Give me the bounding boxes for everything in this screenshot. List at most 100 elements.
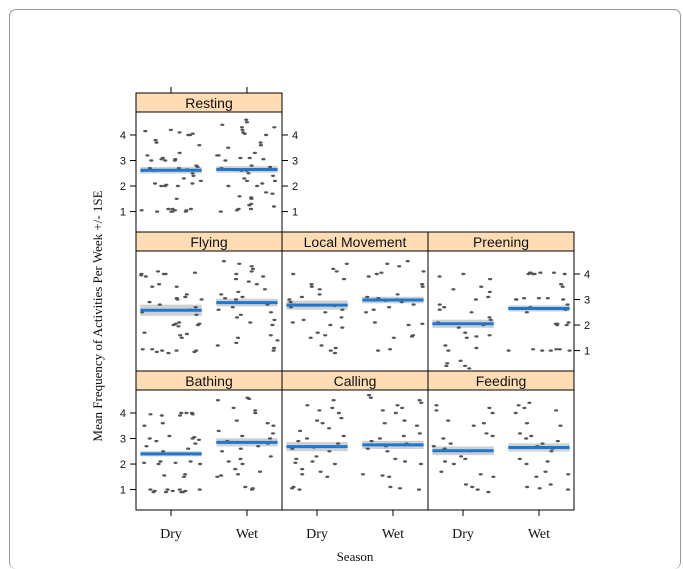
point-resting-wet [258,144,263,147]
point-bathing-wet [256,445,261,448]
point-resting-dry [163,159,168,162]
point-calling-dry [320,422,325,425]
point-bathing-dry [170,489,175,493]
y-tick-label: 2 [292,181,298,193]
point-bathing-dry [154,439,159,443]
point-flying-wet [235,336,241,339]
point-local-movement-dry [319,344,324,347]
x-axis-title: Season [337,549,374,563]
point-bathing-dry [147,437,152,440]
point-flying-dry [174,349,179,352]
point-flying-wet [270,323,275,327]
point-preening-wet [531,348,536,351]
point-calling-dry [318,470,323,473]
point-preening-wet [557,348,562,351]
point-flying-dry [139,272,144,276]
point-bathing-dry [158,460,163,463]
point-local-movement-wet [420,285,425,288]
point-resting-wet [258,141,263,144]
point-preening-dry [461,272,466,276]
point-calling-wet [401,434,406,438]
y-tick-label: 1 [292,207,298,219]
point-calling-dry [298,429,303,433]
point-feeding-wet [537,487,542,490]
point-preening-dry [467,367,472,370]
y-tick-label: 4 [584,269,590,281]
point-bathing-dry [188,460,193,463]
point-flying-dry [194,313,199,316]
point-preening-dry [473,298,478,301]
point-calling-dry [330,406,335,410]
point-local-movement-dry [323,334,328,337]
point-local-movement-wet [391,336,396,339]
point-local-movement-wet [421,270,426,273]
point-flying-dry [184,332,189,336]
point-resting-wet [271,174,276,177]
point-calling-dry [332,462,337,466]
point-resting-dry [184,209,189,212]
point-local-movement-wet [406,323,411,327]
point-flying-dry [192,271,198,274]
point-flying-dry [171,323,176,327]
point-feeding-dry [470,485,475,489]
point-calling-dry [300,473,305,476]
point-feeding-dry [478,473,483,476]
point-calling-wet [377,437,382,440]
point-preening-wet [506,349,511,352]
point-feeding-wet [543,470,548,473]
point-resting-dry [155,210,160,213]
point-calling-wet [419,401,424,404]
point-flying-dry [179,336,184,339]
point-flying-dry [157,303,162,306]
panel-box-local-movement [281,250,429,372]
point-calling-dry [341,434,346,438]
point-local-movement-wet [411,303,416,306]
point-calling-dry [304,437,310,440]
point-preening-wet [561,298,566,301]
point-preening-dry [451,288,456,291]
point-calling-dry [336,411,341,415]
point-local-movement-dry [334,270,339,273]
point-local-movement-wet [371,308,376,311]
point-local-movement-dry [309,283,314,286]
point-preening-dry [479,285,484,288]
panel-box-bathing [135,389,283,511]
point-resting-wet [216,154,221,157]
point-feeding-wet [522,406,527,410]
point-bathing-wet [240,462,245,466]
point-local-movement-wet [397,265,402,268]
point-flying-wet [271,349,276,352]
point-flying-wet [262,288,267,291]
point-local-movement-dry [344,262,349,265]
point-feeding-wet [545,460,550,463]
point-bathing-wet [265,422,270,425]
point-preening-wet [566,321,571,324]
point-resting-dry [190,172,195,175]
y-axis-title: Mean Frequency of Activities Per Week +/… [90,190,105,441]
point-preening-wet [524,311,529,314]
point-bathing-dry [162,474,167,477]
panel-bathing: Bathing [135,370,283,511]
point-resting-dry [174,197,179,200]
point-resting-wet [249,164,254,167]
point-bathing-dry [142,424,147,427]
point-feeding-wet [517,432,523,435]
point-flying-dry [142,331,147,334]
point-resting-dry [154,141,159,144]
panels-layer: Resting Flying Local Movement Preening Bathi… [135,92,575,511]
point-resting-wet [272,179,278,183]
point-feeding-wet [529,434,534,438]
point-resting-wet [246,172,251,175]
point-bathing-dry [167,434,172,438]
point-calling-dry [331,399,336,402]
point-resting-dry [175,184,180,188]
point-flying-wet [221,260,226,263]
point-flying-dry [199,298,204,301]
point-calling-dry [327,427,332,430]
point-preening-wet [522,297,527,300]
point-preening-dry [456,326,461,329]
point-flying-wet [230,306,235,309]
point-local-movement-dry [331,267,336,271]
point-bathing-wet [250,487,255,490]
point-local-movement-wet [420,322,425,325]
